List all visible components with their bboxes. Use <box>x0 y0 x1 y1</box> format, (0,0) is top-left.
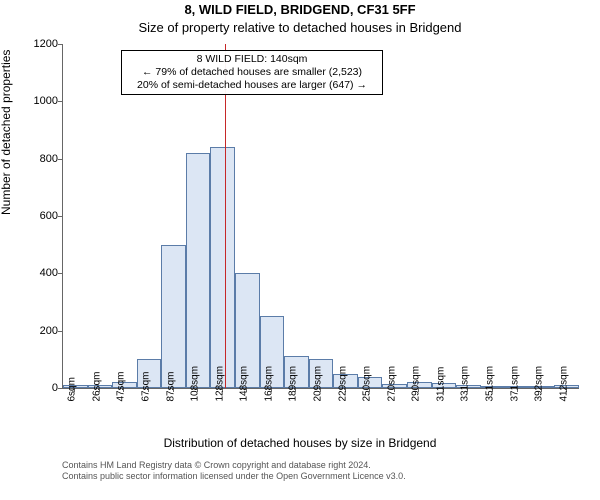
ytick-label: 200 <box>40 325 58 337</box>
chart-container: 8, WILD FIELD, BRIDGEND, CF31 5FF Size o… <box>0 0 600 500</box>
ytick-mark <box>58 273 62 274</box>
ytick-label: 400 <box>40 267 58 279</box>
histogram-bar <box>186 153 211 388</box>
ytick-label: 800 <box>40 153 58 165</box>
ytick-label: 1000 <box>34 95 58 107</box>
ytick-label: 600 <box>40 210 58 222</box>
annotation-box: 8 WILD FIELD: 140sqm← 79% of detached ho… <box>121 50 383 95</box>
footer-line1: Contains HM Land Registry data © Crown c… <box>62 460 406 471</box>
title-line2: Size of property relative to detached ho… <box>0 20 600 35</box>
ytick-mark <box>58 216 62 217</box>
x-axis-label: Distribution of detached houses by size … <box>0 436 600 450</box>
plot-area: 8 WILD FIELD: 140sqm← 79% of detached ho… <box>62 44 579 389</box>
ytick-mark <box>58 331 62 332</box>
histogram-bar <box>210 147 235 388</box>
annotation-line3: 20% of semi-detached houses are larger (… <box>126 79 378 92</box>
annotation-line2: ← 79% of detached houses are smaller (2,… <box>126 66 378 79</box>
ytick-mark <box>58 101 62 102</box>
title-line1: 8, WILD FIELD, BRIDGEND, CF31 5FF <box>0 2 600 17</box>
ytick-label: 1200 <box>34 38 58 50</box>
annotation-line1: 8 WILD FIELD: 140sqm <box>126 53 378 66</box>
footer-line2: Contains public sector information licen… <box>62 471 406 482</box>
footer-attribution: Contains HM Land Registry data © Crown c… <box>62 460 406 482</box>
ytick-mark <box>58 388 62 389</box>
histogram-bar <box>161 245 186 388</box>
ytick-mark <box>58 44 62 45</box>
ytick-mark <box>58 159 62 160</box>
reference-line <box>225 44 226 388</box>
